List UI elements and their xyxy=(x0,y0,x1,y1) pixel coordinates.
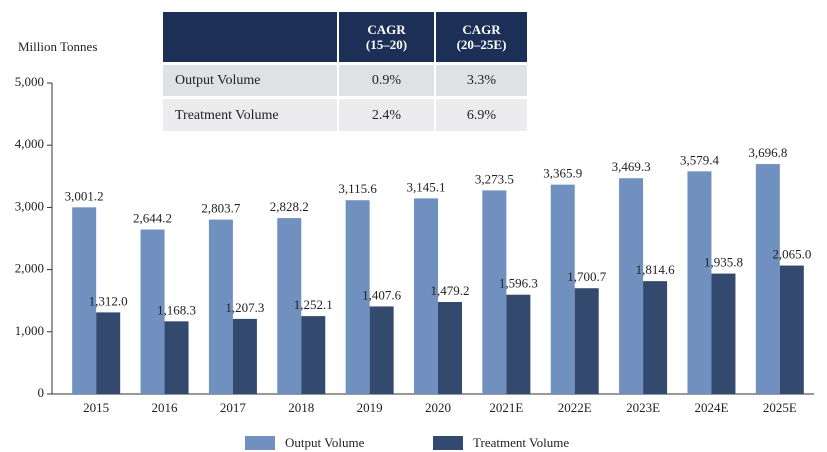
x-tick-label: 2016 xyxy=(152,400,179,415)
legend-label: Treatment Volume xyxy=(473,435,569,450)
bar xyxy=(619,178,644,394)
x-tick-label: 2015 xyxy=(83,400,109,415)
value-label: 1,252.1 xyxy=(294,297,333,312)
x-tick-label: 2022E xyxy=(558,400,592,415)
row-label: Output Volume xyxy=(163,65,337,96)
bar xyxy=(345,200,370,394)
x-tick-label: 2023E xyxy=(626,400,660,415)
bar xyxy=(96,312,121,394)
y-axis-label: Million Tonnes xyxy=(18,39,97,54)
bar xyxy=(755,164,780,394)
y-tick-label: 2,000 xyxy=(15,261,44,276)
y-tick-label: 4,000 xyxy=(15,136,44,151)
table-cell: 6.9% xyxy=(436,99,527,131)
bar xyxy=(687,171,712,394)
value-label: 3,273.5 xyxy=(475,171,514,186)
table-header: CAGR (20–25E) xyxy=(436,12,527,62)
value-label: 3,145.1 xyxy=(407,179,446,194)
x-tick-label: 2017 xyxy=(220,400,247,415)
bar xyxy=(574,288,599,394)
value-label: 2,828.2 xyxy=(270,199,309,214)
value-label: 1,168.3 xyxy=(157,302,196,317)
bar xyxy=(643,281,668,394)
row-label: Treatment Volume xyxy=(163,99,337,131)
value-label: 1,814.6 xyxy=(636,262,676,277)
value-label: 3,696.8 xyxy=(748,145,787,160)
value-label: 2,065.0 xyxy=(772,247,811,262)
table-cell: 2.4% xyxy=(339,99,434,131)
y-tick-label: 0 xyxy=(38,385,45,400)
bar xyxy=(140,229,165,394)
legend-swatch xyxy=(433,436,463,450)
bar xyxy=(232,318,257,394)
table-corner xyxy=(163,12,337,62)
bar xyxy=(711,273,736,394)
value-label: 2,803.7 xyxy=(201,201,241,216)
value-label: 2,644.2 xyxy=(133,211,172,226)
value-label: 3,115.6 xyxy=(338,181,377,196)
value-label: 1,407.6 xyxy=(362,287,402,302)
x-tick-label: 2025E xyxy=(763,400,797,415)
legend-label: Output Volume xyxy=(285,435,365,450)
bar xyxy=(72,207,97,394)
value-label: 1,312.0 xyxy=(89,293,128,308)
value-label: 3,469.3 xyxy=(612,159,651,174)
x-tick-label: 2018 xyxy=(288,400,314,415)
x-tick-label: 2020 xyxy=(425,400,451,415)
x-tick-label: 2024E xyxy=(694,400,728,415)
y-tick-label: 1,000 xyxy=(15,323,44,338)
table-cell: 3.3% xyxy=(436,65,527,96)
table-header: CAGR (15–20) xyxy=(339,12,434,62)
bar xyxy=(506,294,531,394)
bar xyxy=(414,198,438,394)
bar xyxy=(438,301,462,394)
y-tick-label: 5,000 xyxy=(15,74,44,89)
value-label: 1,935.8 xyxy=(704,255,743,270)
table-cell: 0.9% xyxy=(339,65,434,96)
value-label: 1,596.3 xyxy=(499,276,538,291)
x-tick-label: 2021E xyxy=(489,400,523,415)
bar xyxy=(779,265,804,394)
bar xyxy=(301,316,326,394)
value-label: 3,579.4 xyxy=(680,152,720,167)
value-label: 1,479.2 xyxy=(431,283,470,298)
legend-swatch xyxy=(245,436,275,450)
bar xyxy=(164,321,189,394)
value-label: 1,207.3 xyxy=(225,300,264,315)
value-label: 1,700.7 xyxy=(567,269,607,284)
bar xyxy=(482,190,507,394)
bar xyxy=(369,306,394,394)
value-label: 3,365.9 xyxy=(543,166,582,181)
x-tick-label: 2019 xyxy=(357,400,383,415)
value-label: 3,001.2 xyxy=(65,188,104,203)
bar xyxy=(550,184,575,394)
y-tick-label: 3,000 xyxy=(15,198,44,213)
bar xyxy=(208,219,233,394)
bar xyxy=(277,218,302,394)
